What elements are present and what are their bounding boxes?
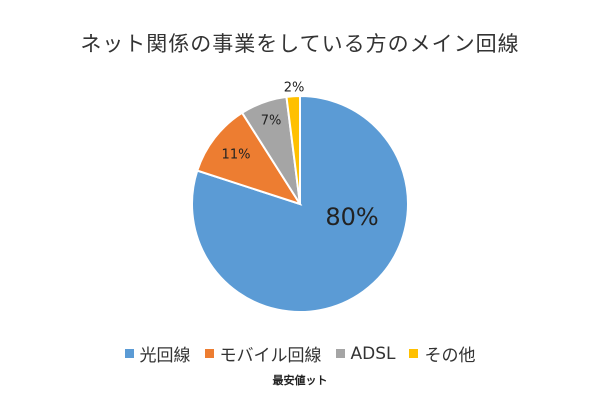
legend-item: モバイル回線	[204, 341, 322, 366]
legend-swatch	[204, 349, 214, 358]
pie-slice-3	[285, 94, 301, 205]
pie-slice-1	[196, 111, 303, 206]
pie-slice-0	[191, 94, 409, 313]
legend-item: ADSL	[335, 341, 396, 366]
legend-item: その他	[409, 341, 475, 366]
legend-swatch	[335, 349, 345, 358]
logo: 最安値ット	[272, 374, 328, 387]
chart-title: ネット関係の事業をしている方のメイン回線	[80, 32, 520, 56]
data-label-3: 2%	[284, 81, 305, 96]
legend-label: その他	[424, 346, 476, 366]
legend-swatch	[124, 349, 134, 358]
data-label-2: 7%	[261, 114, 282, 129]
legend-swatch	[409, 349, 419, 358]
data-label-1: 11%	[222, 148, 251, 163]
legend-label: モバイル回線	[219, 346, 322, 366]
legend-label: ADSL	[350, 343, 396, 364]
legend: 光回線 モバイル回線 ADSL その他	[0, 341, 600, 366]
legend-label: 光回線	[139, 346, 191, 366]
data-label-0: 80%	[325, 203, 378, 231]
legend-item: 光回線	[124, 341, 191, 366]
